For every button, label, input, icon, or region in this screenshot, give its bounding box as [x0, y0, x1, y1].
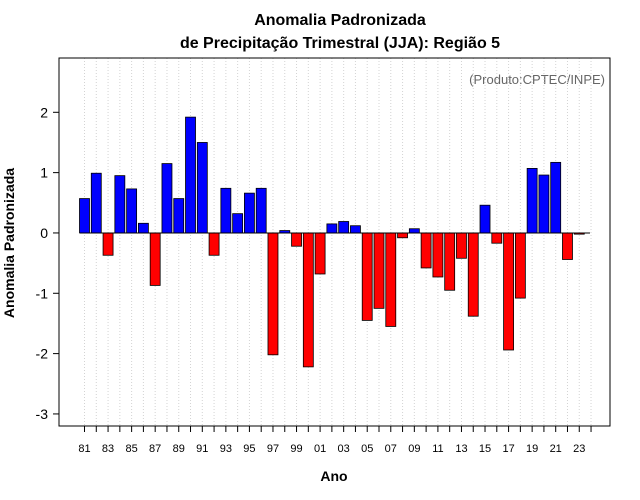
bar-01 [314, 232, 326, 275]
bar-11 [432, 232, 444, 278]
y-tick-label: -2 [36, 346, 49, 362]
bar-02 [326, 223, 338, 234]
y-tick-label: 2 [40, 104, 48, 120]
x-tick-label: 03 [338, 443, 350, 455]
bar-21 [550, 161, 562, 234]
bar-89 [173, 198, 185, 234]
x-tick-label: 87 [149, 443, 161, 455]
x-tick-label: 89 [173, 443, 185, 455]
bar-08 [397, 232, 408, 239]
bar-93 [220, 187, 232, 234]
chart-title-line2: de Precipitação Trimestral (JJA): Região… [180, 35, 500, 52]
bar-15 [479, 204, 491, 234]
bar-18 [514, 232, 526, 299]
bar-86 [137, 222, 149, 234]
bar-99 [291, 232, 302, 247]
x-tick-label: 01 [314, 443, 326, 455]
bar-00 [302, 232, 314, 368]
x-axis-label: Ano [320, 468, 347, 484]
credit-text: (Produto:CPTEC/INPE) [469, 72, 605, 87]
y-tick-label: -3 [36, 406, 49, 422]
x-tick-label: 81 [78, 443, 90, 455]
bar-95 [244, 192, 255, 234]
y-tick-label: 1 [40, 165, 48, 181]
bars-layer [79, 116, 585, 368]
bar-85 [126, 188, 138, 234]
bar-83 [102, 232, 114, 256]
x-tick-label: 85 [125, 443, 137, 455]
bar-06 [373, 232, 385, 309]
x-tick-label: 05 [361, 443, 373, 455]
bar-20 [538, 174, 550, 234]
bar-19 [526, 167, 538, 234]
bar-05 [361, 232, 373, 321]
y-tick-label: 0 [40, 225, 48, 241]
x-tick-label: 95 [243, 443, 255, 455]
bar-90 [185, 116, 196, 234]
bar-96 [255, 187, 267, 234]
bar-91 [196, 142, 208, 234]
bar-22 [562, 232, 573, 260]
chart-title-line1: Anomalia Padronizada [254, 12, 426, 29]
x-tick-label: 99 [290, 443, 302, 455]
plot-frame [58, 57, 611, 427]
x-tick-label: 09 [408, 443, 420, 455]
bar-03 [338, 221, 350, 234]
x-tick-label: 23 [573, 443, 585, 455]
bar-17 [503, 232, 514, 351]
bar-04 [350, 225, 361, 234]
x-tick-label: 97 [267, 443, 279, 455]
y-tick-label: -1 [36, 285, 49, 301]
bar-92 [208, 232, 220, 256]
y-axis-label: Anomalia Padronizada [1, 168, 17, 318]
bar-94 [232, 213, 244, 234]
bar-84 [114, 175, 126, 234]
bar-81 [79, 198, 90, 234]
x-tick-label: 13 [455, 443, 467, 455]
bar-88 [161, 163, 173, 234]
x-tick-label: 91 [196, 443, 208, 455]
x-tick-label: 21 [550, 443, 562, 455]
x-tick-label: 11 [432, 443, 443, 455]
bar-09 [408, 228, 420, 234]
bar-97 [267, 232, 279, 356]
bar-16 [491, 232, 503, 244]
bar-12 [444, 232, 456, 291]
bar-10 [420, 232, 432, 269]
x-tick-label: 17 [502, 443, 514, 455]
x-tick-label: 83 [102, 443, 114, 455]
bar-14 [467, 232, 479, 317]
x-tick-label: 19 [526, 443, 538, 455]
bar-13 [456, 232, 467, 259]
x-tick-label: 15 [479, 443, 491, 455]
x-tick-label: 93 [220, 443, 232, 455]
x-tick-label: 07 [385, 443, 397, 455]
bar-87 [149, 232, 161, 286]
bar-82 [90, 172, 102, 234]
bar-07 [385, 232, 397, 327]
